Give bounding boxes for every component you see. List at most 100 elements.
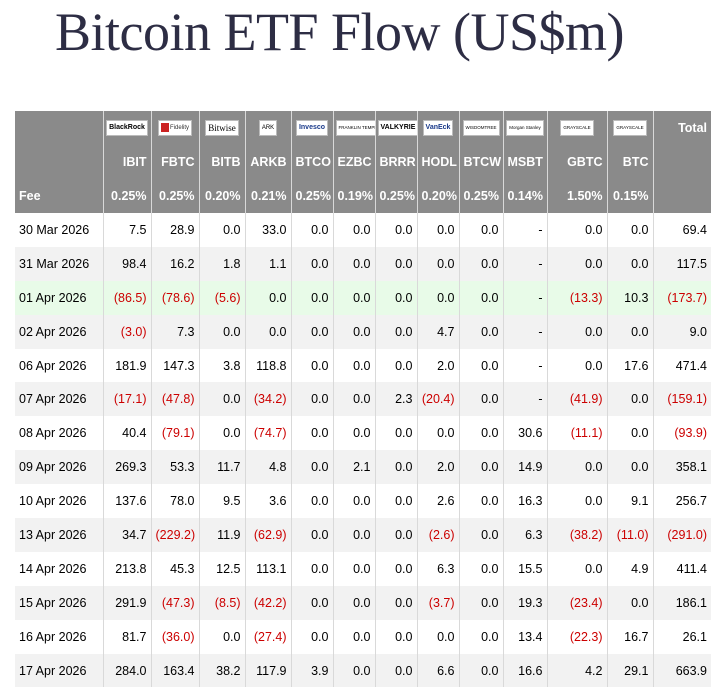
flow-value: (47.8) <box>151 382 200 417</box>
flow-value: (78.6) <box>151 280 200 315</box>
flow-value: (23.4) <box>547 585 608 620</box>
row-date: 09 Apr 2026 <box>15 450 104 485</box>
flow-value: - <box>503 280 548 315</box>
flow-value: 0.0 <box>291 416 334 451</box>
flow-value: 4.8 <box>245 450 292 485</box>
flow-value: 3.6 <box>245 484 292 519</box>
ticker-header: BTC <box>607 145 654 179</box>
table-row: 14 Apr 2026 213.8 45.3 12.5 113.1 0.0 0.0 0.0 6.… <box>15 551 711 586</box>
row-total: (291.0) <box>653 518 711 552</box>
flow-value: 0.0 <box>333 246 376 281</box>
ticker-header: ARKB <box>245 145 292 179</box>
issuer-logo: Invesco <box>295 120 329 136</box>
fee-value: 0.19% <box>333 179 376 213</box>
table-row: 08 Apr 2026 40.4 (79.1) 0.0 (74.7) 0.0 0.0 0.0 0… <box>15 416 711 451</box>
issuer-logo-cell: FRANKLIN TEMPLETON <box>333 111 376 145</box>
flow-value: 0.0 <box>333 314 376 349</box>
flow-value: 9.5 <box>199 484 246 519</box>
fee-value: 0.25% <box>459 179 504 213</box>
flow-value: 0.0 <box>607 450 654 485</box>
issuer-logo-cell: ARK <box>245 111 292 145</box>
flow-value: 0.0 <box>459 450 504 485</box>
flow-value: 0.0 <box>291 246 334 281</box>
flow-value: 0.0 <box>333 518 376 552</box>
flow-value: 2.6 <box>417 484 460 519</box>
flow-value: 0.0 <box>459 416 504 451</box>
flow-value: 0.0 <box>547 314 608 349</box>
flow-value: 14.9 <box>503 450 548 485</box>
flow-value: (38.2) <box>547 518 608 552</box>
flow-value: 0.0 <box>417 246 460 281</box>
table-row: 16 Apr 2026 81.7 (36.0) 0.0 (27.4) 0.0 0.0 0.0 0… <box>15 619 711 654</box>
flow-value: 291.9 <box>103 585 152 620</box>
fee-value: 0.14% <box>503 179 548 213</box>
flow-value: 0.0 <box>547 348 608 383</box>
flow-value: - <box>503 314 548 349</box>
flow-value: 0.0 <box>459 653 504 687</box>
flow-value: 0.0 <box>375 450 418 485</box>
flow-value: 7.3 <box>151 314 200 349</box>
ticker-header: MSBT <box>503 145 548 179</box>
fee-value: 0.20% <box>417 179 460 213</box>
flow-value: 181.9 <box>103 348 152 383</box>
flow-value: 0.0 <box>417 213 460 247</box>
flow-value: 269.3 <box>103 450 152 485</box>
flow-value: (62.9) <box>245 518 292 552</box>
table-body: BlackRock Fidelity Bitwise ARK Invesco FRANKL… <box>15 111 711 687</box>
flow-value: 0.0 <box>459 382 504 417</box>
flow-value: 0.0 <box>333 416 376 451</box>
flow-value: 0.0 <box>459 280 504 315</box>
flow-value: 9.1 <box>607 484 654 519</box>
fee-value: 0.25% <box>103 179 152 213</box>
flow-value: 0.0 <box>199 314 246 349</box>
flow-value: - <box>503 348 548 383</box>
row-total: (159.1) <box>653 382 711 417</box>
flow-value: 28.9 <box>151 213 200 247</box>
flow-value: 0.0 <box>375 484 418 519</box>
flow-value: 98.4 <box>103 246 152 281</box>
flow-value: (36.0) <box>151 619 200 654</box>
table-row: 31 Mar 2026 98.4 16.2 1.8 1.1 0.0 0.0 0.0 0.0 0.0… <box>15 246 711 281</box>
flow-value: 163.4 <box>151 653 200 687</box>
logo-header-row: BlackRock Fidelity Bitwise ARK Invesco FRANKL… <box>15 111 711 145</box>
issuer-logo: VALKYRIE <box>377 120 416 136</box>
ticker-header: BRRR <box>375 145 418 179</box>
flow-value: 12.5 <box>199 551 246 586</box>
flow-value: 19.3 <box>503 585 548 620</box>
flow-value: (42.2) <box>245 585 292 620</box>
flow-value: 0.0 <box>459 619 504 654</box>
issuer-logo: GRAYSCALE <box>613 120 647 136</box>
flow-value: 2.0 <box>417 450 460 485</box>
flow-value: 0.0 <box>607 585 654 620</box>
row-total: 411.4 <box>653 551 711 586</box>
flow-value: 0.0 <box>417 619 460 654</box>
flow-value: 0.0 <box>375 314 418 349</box>
flow-value: (27.4) <box>245 619 292 654</box>
flow-value: 0.0 <box>607 213 654 247</box>
row-date: 15 Apr 2026 <box>15 585 104 620</box>
row-total: 117.5 <box>653 246 711 281</box>
flow-value: 0.0 <box>199 382 246 417</box>
flow-value: (11.1) <box>547 416 608 451</box>
flow-value: 53.3 <box>151 450 200 485</box>
flow-value: 0.0 <box>417 416 460 451</box>
flow-value: 117.9 <box>245 653 292 687</box>
flow-value: (86.5) <box>103 280 152 315</box>
fee-label: Fee <box>15 179 104 213</box>
flow-value: 6.6 <box>417 653 460 687</box>
flow-value: 0.0 <box>547 213 608 247</box>
fee-value: 0.25% <box>375 179 418 213</box>
fee-value: 0.21% <box>245 179 292 213</box>
ticker-header: IBIT <box>103 145 152 179</box>
flow-value: 137.6 <box>103 484 152 519</box>
flow-value: 7.5 <box>103 213 152 247</box>
row-total: 663.9 <box>653 653 711 687</box>
flow-value: 0.0 <box>459 585 504 620</box>
issuer-logo: WISDOMTREE <box>462 120 500 136</box>
flow-value: 113.1 <box>245 551 292 586</box>
flow-value: (17.1) <box>103 382 152 417</box>
flow-value: - <box>503 382 548 417</box>
flow-value: 0.0 <box>291 280 334 315</box>
flow-value: 213.8 <box>103 551 152 586</box>
flow-value: 0.0 <box>333 585 376 620</box>
